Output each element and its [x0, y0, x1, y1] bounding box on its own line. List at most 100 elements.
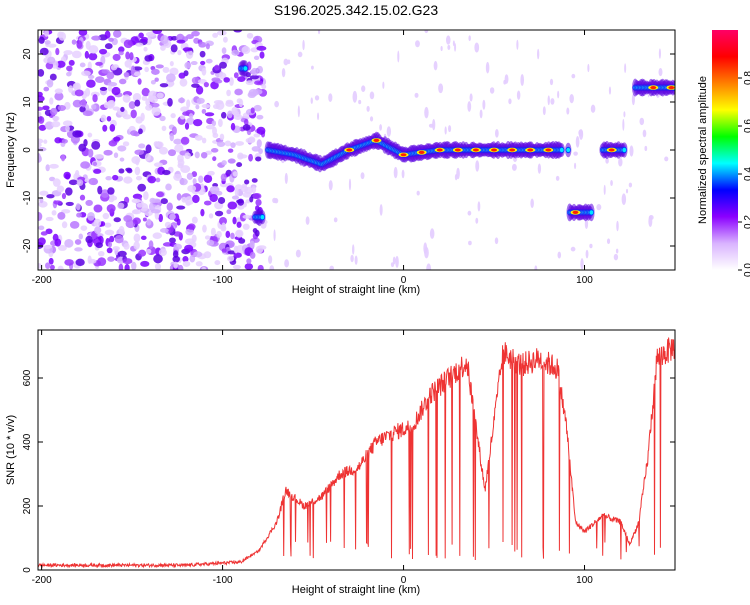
- noise-blob: [45, 216, 54, 222]
- noise-blob: [134, 166, 141, 176]
- ridge-core-red: [400, 153, 407, 157]
- noise-blob: [176, 218, 181, 226]
- noise-blob: [191, 76, 200, 84]
- noise-blob: [232, 216, 237, 225]
- noise-blob: [47, 56, 56, 65]
- noise-blob: [172, 255, 180, 263]
- ridge-core-red: [346, 148, 353, 152]
- noise-speckle: [608, 86, 612, 95]
- noise-speckle: [447, 44, 451, 50]
- noise-blob: [75, 169, 80, 177]
- noise-blob: [38, 138, 44, 144]
- noise-blob: [79, 106, 86, 113]
- noise-blob: [150, 79, 156, 85]
- noise-blob: [186, 34, 194, 40]
- noise-blob: [137, 183, 147, 192]
- ridge-core-red: [418, 150, 425, 154]
- noise-blob: [112, 53, 121, 61]
- noise-blob: [226, 89, 231, 97]
- noise-blob: [211, 120, 217, 127]
- noise-blob: [123, 215, 133, 223]
- noise-blob: [187, 185, 197, 193]
- noise-blob: [246, 258, 252, 265]
- noise-speckle: [424, 30, 429, 34]
- x-tick-label: 100: [576, 575, 593, 586]
- noise-speckle: [438, 83, 444, 94]
- noise-speckle: [566, 107, 570, 115]
- noise-speckle: [297, 51, 303, 58]
- noise-blob: [244, 263, 254, 270]
- ridge-core-red: [572, 210, 579, 214]
- noise-blob: [43, 244, 53, 249]
- noise-blob: [251, 146, 261, 152]
- noise-blob: [49, 73, 57, 81]
- noise-blob: [233, 72, 239, 79]
- noise-speckle: [485, 61, 490, 74]
- y-tick-label: 10: [22, 96, 33, 108]
- noise-speckle: [386, 126, 392, 137]
- noise-blob: [38, 153, 42, 163]
- noise-blob: [210, 81, 219, 90]
- noise-blob: [117, 250, 127, 257]
- noise-blob: [88, 52, 98, 61]
- noise-blob: [61, 221, 68, 229]
- noise-speckle: [574, 162, 577, 170]
- noise-blob: [143, 46, 148, 52]
- snr-frame: [37, 329, 676, 571]
- noise-blob: [186, 172, 193, 180]
- noise-blob: [123, 39, 133, 49]
- noise-blob: [108, 197, 115, 203]
- noise-blob: [138, 128, 143, 135]
- noise-blob: [158, 248, 167, 257]
- noise-blob: [145, 144, 152, 154]
- noise-speckle: [446, 35, 451, 45]
- noise-blob: [214, 210, 224, 217]
- noise-blob: [92, 161, 98, 166]
- spectrogram-y-ticks: -20 -10 0 10 20: [22, 48, 675, 253]
- noise-blob: [173, 243, 182, 250]
- noise-speckle: [489, 87, 495, 94]
- x-tick-label: 0: [401, 575, 407, 586]
- noise-speckle: [358, 99, 362, 105]
- noise-blob: [198, 41, 207, 48]
- noise-blob: [38, 95, 45, 103]
- noise-blob: [193, 251, 203, 258]
- noise-blob: [106, 247, 113, 254]
- noise-blob: [71, 39, 77, 45]
- noise-blob: [52, 178, 61, 187]
- noise-blob: [57, 265, 64, 270]
- noise-speckle: [467, 210, 472, 216]
- noise-blob: [253, 133, 261, 138]
- noise-blob: [185, 200, 191, 206]
- noise-blob: [106, 204, 116, 213]
- noise-blob: [43, 86, 50, 92]
- noise-speckle: [397, 50, 400, 63]
- noise-blob: [140, 112, 145, 122]
- noise-blob: [224, 140, 232, 147]
- noise-blob: [46, 194, 55, 199]
- noise-speckle: [549, 78, 554, 86]
- noise-speckle: [474, 42, 480, 53]
- snr-background: [38, 330, 675, 570]
- noise-blob: [231, 49, 240, 56]
- noise-blob: [227, 148, 234, 153]
- noise-blob: [113, 30, 122, 38]
- noise-blob: [223, 36, 228, 43]
- noise-blob: [38, 212, 43, 221]
- noise-speckle: [392, 256, 396, 265]
- noise-speckle: [440, 45, 443, 52]
- noise-blob: [223, 77, 230, 83]
- noise-blob: [97, 185, 103, 195]
- ridge-core-red: [491, 148, 498, 152]
- noise-blob: [156, 92, 164, 99]
- noise-blob: [216, 230, 222, 238]
- noise-speckle: [571, 73, 576, 79]
- noise-blob: [201, 104, 211, 109]
- noise-speckle: [467, 101, 472, 112]
- noise-blob: [203, 200, 212, 206]
- y-tick-label: 400: [22, 433, 33, 450]
- snr-y-ticks: 0 200 400 600: [22, 369, 675, 573]
- noise-speckle: [302, 39, 305, 51]
- noise-blob: [108, 140, 118, 147]
- noise-blob: [52, 115, 60, 122]
